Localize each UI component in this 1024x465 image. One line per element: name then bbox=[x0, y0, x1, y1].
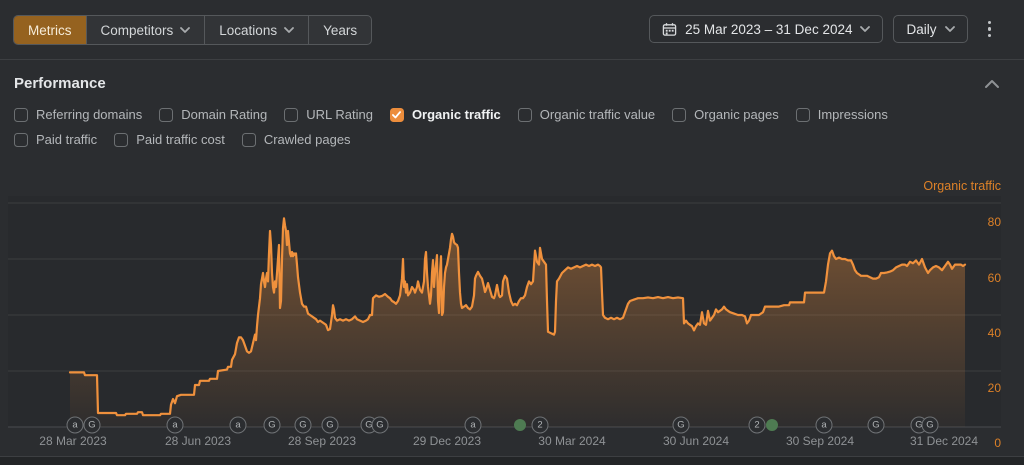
metric-checkbox-label: Domain Rating bbox=[181, 107, 268, 122]
metric-filters: Referring domains Domain Rating URL Rating… bbox=[14, 107, 1010, 157]
checkbox-icon bbox=[114, 132, 129, 147]
google-update-marker-icon[interactable]: G bbox=[294, 416, 312, 434]
google-update-marker-icon[interactable]: G bbox=[921, 416, 939, 434]
series-area-fill bbox=[70, 218, 965, 427]
x-tick-label: 28 Mar 2023 bbox=[39, 434, 107, 448]
grouped-updates-marker[interactable]: 2 bbox=[531, 416, 549, 434]
metric-checkbox-label: Paid traffic bbox=[36, 132, 98, 147]
y-tick-label: 40 bbox=[987, 326, 1001, 340]
x-tick-label: 30 Jun 2024 bbox=[662, 434, 730, 448]
bottom-divider bbox=[0, 456, 1024, 465]
y-tick-label: 0 bbox=[994, 436, 1001, 450]
metric-checkbox-organic-traffic-value[interactable]: Organic traffic value bbox=[517, 107, 656, 122]
tab-competitors-label: Competitors bbox=[100, 22, 174, 38]
ahrefs-update-marker-icon[interactable]: a bbox=[815, 416, 833, 434]
chart-legend: Organic traffic bbox=[923, 179, 1001, 193]
tab-years[interactable]: Years bbox=[309, 16, 371, 44]
organic-traffic-chart[interactable]: Organic traffic 80 60 40 20 0 28 Mar 2023 28 … bbox=[0, 168, 1024, 455]
view-switcher: Metrics Competitors Locations Years bbox=[13, 15, 373, 45]
checkbox-icon bbox=[241, 132, 256, 147]
ahrefs-update-marker-icon[interactable]: a bbox=[464, 416, 482, 434]
checkbox-icon bbox=[672, 107, 687, 122]
metric-checkbox-domain-rating[interactable]: Domain Rating bbox=[159, 107, 267, 122]
google-update-marker-icon[interactable]: G bbox=[672, 416, 690, 434]
google-update-marker-icon[interactable]: G bbox=[867, 416, 885, 434]
series-line bbox=[68, 217, 967, 417]
checkbox-icon bbox=[159, 107, 174, 122]
metric-filter-row-2: Paid traffic Paid traffic cost Crawled pag… bbox=[14, 132, 1010, 147]
metric-checkbox-label: Paid traffic cost bbox=[136, 132, 225, 147]
metric-checkbox-label: Impressions bbox=[817, 107, 888, 122]
green-dot-marker[interactable] bbox=[514, 419, 526, 431]
metric-checkbox-label: Organic traffic bbox=[411, 107, 501, 122]
tab-years-label: Years bbox=[323, 22, 358, 38]
chevron-down-icon bbox=[180, 27, 191, 33]
google-update-marker-icon[interactable]: G bbox=[83, 416, 101, 434]
date-range-label: 25 Mar 2023 – 31 Dec 2024 bbox=[685, 21, 853, 37]
tab-competitors[interactable]: Competitors bbox=[87, 16, 206, 44]
metric-checkbox-label: Crawled pages bbox=[263, 132, 351, 147]
granularity-button[interactable]: Daily bbox=[893, 15, 968, 43]
y-tick-label: 80 bbox=[987, 215, 1001, 229]
more-options-kebab-icon[interactable] bbox=[978, 15, 1002, 44]
chart-canvas[interactable] bbox=[0, 168, 1024, 455]
tab-metrics[interactable]: Metrics bbox=[14, 16, 87, 44]
ahrefs-update-marker-icon[interactable]: a bbox=[229, 416, 247, 434]
x-tick-label: 30 Sep 2024 bbox=[785, 434, 855, 448]
toolbar-right-cluster: 25 Mar 2023 – 31 Dec 2024 Daily bbox=[649, 15, 1001, 43]
chevron-down-icon bbox=[860, 26, 871, 32]
y-tick-label: 20 bbox=[987, 381, 1001, 395]
x-tick-label: 31 Dec 2024 bbox=[909, 434, 979, 448]
checkbox-icon bbox=[284, 107, 299, 122]
google-update-marker-icon[interactable]: G bbox=[321, 416, 339, 434]
chevron-down-icon bbox=[944, 26, 955, 32]
x-tick-label: 29 Dec 2023 bbox=[412, 434, 482, 448]
tab-locations[interactable]: Locations bbox=[205, 16, 310, 44]
granularity-label: Daily bbox=[906, 21, 937, 37]
ahrefs-update-marker-icon[interactable]: a bbox=[166, 416, 184, 434]
collapse-chevron-up-icon[interactable] bbox=[982, 76, 1002, 92]
metric-checkbox-paid-traffic-cost[interactable]: Paid traffic cost bbox=[114, 132, 225, 147]
google-update-marker-icon[interactable]: G bbox=[263, 416, 281, 434]
checkbox-icon bbox=[14, 107, 28, 122]
metric-checkbox-impressions[interactable]: Impressions bbox=[795, 107, 888, 122]
x-tick-label: 28 Sep 2023 bbox=[287, 434, 357, 448]
ahrefs-update-marker-icon[interactable]: a bbox=[66, 416, 84, 434]
green-dot-marker[interactable] bbox=[766, 419, 778, 431]
metric-checkbox-label: Organic pages bbox=[694, 107, 779, 122]
x-tick-label: 28 Jun 2023 bbox=[164, 434, 232, 448]
y-tick-label: 60 bbox=[987, 271, 1001, 285]
checkbox-icon bbox=[517, 107, 532, 122]
metric-checkbox-url-rating[interactable]: URL Rating bbox=[284, 107, 373, 122]
metric-checkbox-label: Referring domains bbox=[36, 107, 143, 122]
date-range-button[interactable]: 25 Mar 2023 – 31 Dec 2024 bbox=[649, 15, 884, 43]
metric-checkbox-paid-traffic[interactable]: Paid traffic bbox=[14, 132, 97, 147]
calendar-icon bbox=[662, 22, 677, 36]
checkbox-icon bbox=[14, 132, 28, 147]
tab-metrics-label: Metrics bbox=[28, 22, 72, 38]
checkbox-checked-icon bbox=[389, 107, 404, 122]
top-toolbar: Metrics Competitors Locations Years bbox=[0, 0, 1024, 60]
section-title: Performance bbox=[14, 75, 106, 92]
metric-checkbox-organic-pages[interactable]: Organic pages bbox=[672, 107, 779, 122]
google-update-marker-icon[interactable]: G bbox=[371, 416, 389, 434]
checkbox-icon bbox=[795, 107, 810, 122]
x-tick-label: 30 Mar 2024 bbox=[538, 434, 606, 448]
metric-checkbox-crawled-pages[interactable]: Crawled pages bbox=[241, 132, 351, 147]
metric-checkbox-label: URL Rating bbox=[306, 107, 373, 122]
chevron-down-icon bbox=[284, 27, 294, 33]
metric-checkbox-referring-domains[interactable]: Referring domains bbox=[14, 107, 142, 122]
grouped-updates-marker[interactable]: 2 bbox=[748, 416, 766, 434]
metric-filter-row-1: Referring domains Domain Rating URL Rating… bbox=[14, 107, 1010, 122]
metric-checkbox-label: Organic traffic value bbox=[539, 107, 656, 122]
tab-locations-label: Locations bbox=[219, 22, 278, 38]
metric-checkbox-organic-traffic[interactable]: Organic traffic bbox=[389, 107, 501, 122]
